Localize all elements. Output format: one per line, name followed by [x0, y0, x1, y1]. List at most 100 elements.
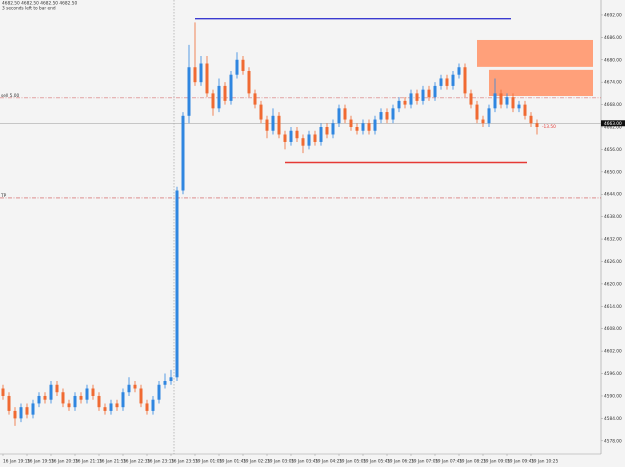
x-tick-label: 19 Jan 07:05: [411, 459, 438, 465]
candle-body: [385, 112, 389, 120]
candle-body: [133, 384, 137, 389]
x-tick-label: 19 Jan 05:45: [363, 459, 390, 465]
candle-body: [397, 100, 401, 109]
candle-body: [253, 93, 257, 105]
candle-body: [493, 93, 497, 109]
y-tick-label: 4674.00: [604, 80, 622, 86]
candle-body: [145, 403, 149, 411]
candle-body: [301, 138, 305, 146]
last-price-box: [601, 120, 625, 127]
candle-body: [193, 67, 197, 83]
x-tick-label: 19 Jan 02:25: [243, 459, 270, 465]
x-tick-label: 16 Jan 19:15: [3, 459, 30, 465]
candle-body: [481, 119, 485, 124]
candle-body: [109, 403, 113, 411]
candle-body: [151, 399, 155, 411]
y-tick-label: 4656.00: [604, 147, 622, 153]
candle-body: [463, 67, 467, 94]
candle-body: [187, 67, 191, 116]
x-tick-label: 19 Jan 10:25: [531, 459, 558, 465]
candle-body: [31, 403, 35, 415]
candle-body: [67, 403, 71, 408]
y-tick-label: 4644.00: [604, 192, 622, 198]
candle-body: [43, 395, 47, 400]
candle-body: [517, 104, 521, 109]
chart-title: 4682.50 4682.50 4682.50 4682.50: [2, 1, 77, 7]
y-tick-label: 4668.00: [604, 102, 622, 108]
x-tick-label: 16 Jan 21:15: [75, 459, 102, 465]
y-tick-label: 4692.00: [604, 12, 622, 18]
zone: [477, 39, 593, 67]
candle-body: [265, 119, 269, 131]
candle-body: [85, 388, 89, 400]
x-tick-label: 16 Jan 19:55: [27, 459, 54, 465]
candle-body: [247, 70, 251, 94]
candle-body: [535, 123, 539, 128]
candle-body: [259, 104, 263, 120]
candle-body: [457, 67, 461, 75]
candle-body: [403, 100, 407, 105]
candle-body: [367, 123, 371, 131]
pnl-label: -13.50: [542, 124, 556, 130]
candle-body: [49, 384, 53, 400]
x-tick-label: 19 Jan 09:05: [483, 459, 510, 465]
candle-body: [355, 127, 359, 131]
candle-body: [19, 407, 23, 419]
y-tick-label: 4686.00: [604, 35, 622, 41]
x-tick-label: 19 Jan 09:45: [507, 459, 534, 465]
candle-body: [163, 381, 167, 385]
order-label: TP: [0, 193, 7, 199]
x-tick-label: 16 Jan 21:55: [99, 459, 126, 465]
candle-body: [523, 104, 527, 116]
candle-body: [241, 59, 245, 71]
y-tick-label: 4638.00: [604, 214, 622, 220]
candle-body: [289, 130, 293, 142]
candle-body: [121, 392, 125, 408]
x-tick-label: 16 Jan 23:55: [171, 459, 198, 465]
candle-body: [181, 115, 185, 191]
y-tick-label: 4626.00: [604, 259, 622, 265]
candle-body: [529, 115, 533, 124]
candle-body: [277, 115, 281, 135]
candle-body: [211, 93, 215, 109]
candle-body: [37, 395, 41, 404]
candle-body: [13, 410, 17, 419]
x-tick-label: 19 Jan 01:45: [219, 459, 246, 465]
chart-subtitle: 3 seconds left to bar end: [2, 6, 56, 12]
candle-body: [157, 384, 161, 400]
x-tick-label: 19 Jan 04:25: [315, 459, 342, 465]
candle-body: [175, 190, 179, 378]
y-tick-label: 4596.00: [604, 371, 622, 377]
x-tick-label: 19 Jan 03:05: [267, 459, 294, 465]
candle-body: [199, 63, 203, 83]
candle-body: [97, 395, 101, 408]
candle-body: [511, 97, 515, 109]
y-tick-label: 4620.00: [604, 281, 622, 287]
x-tick-label: 19 Jan 03:45: [291, 459, 318, 465]
candle-body: [115, 403, 119, 408]
candle-body: [139, 388, 143, 404]
y-tick-label: 4578.00: [604, 438, 622, 444]
candle-body: [61, 392, 65, 404]
candle-body: [505, 97, 509, 105]
candle-body: [487, 108, 491, 124]
y-tick-label: 4614.00: [604, 304, 622, 310]
y-tick-label: 4608.00: [604, 326, 622, 332]
last-price-label: 4663.00: [604, 121, 622, 127]
candle-body: [445, 78, 449, 86]
x-tick-label: 16 Jan 20:35: [51, 459, 78, 465]
candle-body: [79, 395, 83, 400]
candle-body: [229, 74, 233, 101]
candle-body: [331, 123, 335, 135]
y-tick-label: 4650.00: [604, 169, 622, 175]
candle-body: [373, 119, 377, 131]
y-tick-label: 4602.00: [604, 349, 622, 355]
candle-body: [421, 89, 425, 101]
candle-body: [73, 395, 77, 408]
candle-body: [103, 407, 107, 411]
candle-body: [283, 134, 287, 142]
x-tick-label: 19 Jan 08:25: [459, 459, 486, 465]
candle-body: [343, 108, 347, 120]
candle-body: [475, 104, 479, 120]
order-label: sell 5.00: [1, 93, 19, 99]
